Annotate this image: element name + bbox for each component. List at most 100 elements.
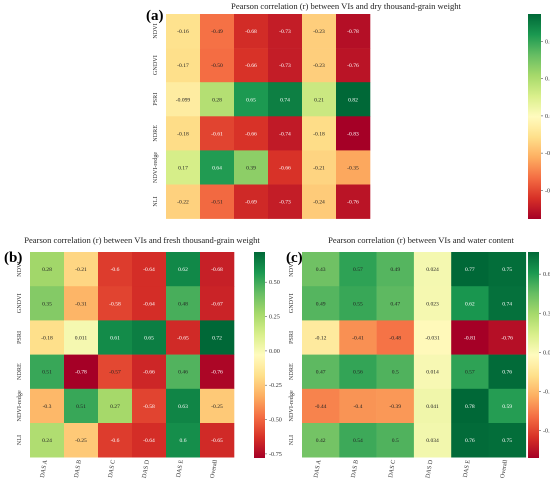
- cell-value-label: 0.6: [180, 438, 187, 444]
- cell-value-label: -0.78: [75, 370, 87, 376]
- cell-value-label: 0.014: [426, 370, 439, 376]
- heatmap-cell: [302, 423, 340, 458]
- heatmap-cell: [166, 184, 201, 219]
- heatmap-cell: [413, 354, 452, 390]
- heatmap-cell: [302, 320, 340, 355]
- cell-value-label: -0.73: [279, 63, 291, 69]
- cell-value-label: 0.42: [316, 438, 326, 444]
- colorbar-tick-label: -0.6: [543, 428, 550, 435]
- heatmap-cell: [64, 252, 99, 287]
- cell-value-label: -0.18: [41, 336, 53, 342]
- heatmap-cell: [339, 354, 377, 390]
- colorbar-tick-label: 0.0: [543, 349, 550, 356]
- cell-value-label: 0.74: [502, 301, 512, 307]
- column-label: DAS C: [387, 459, 397, 478]
- heatmap-cell: [268, 48, 303, 83]
- cell-value-label: 0.47: [390, 301, 400, 307]
- heatmap-cell: [200, 286, 235, 321]
- heatmap-cell: [234, 150, 269, 185]
- panel-letter: (b): [4, 250, 22, 266]
- cell-value-label: -0.76: [501, 336, 513, 342]
- column-label: Overall: [499, 459, 509, 479]
- heatmap-cell: [336, 116, 371, 151]
- cell-value-label: -0.83: [347, 131, 359, 137]
- cell-value-label: 0.48: [178, 301, 188, 307]
- heatmap-cell: [166, 320, 201, 355]
- cell-value-label: -0.50: [211, 63, 223, 69]
- cell-value-label: -0.6: [111, 267, 120, 273]
- cell-value-label: 0.034: [426, 438, 439, 444]
- cell-value-label: -0.25: [75, 438, 87, 444]
- heatmap-cell: [132, 423, 167, 458]
- cell-value-label: -0.25: [211, 404, 223, 410]
- colorbar-tick-label: 0.3: [545, 76, 550, 83]
- heatmap-cell: [98, 423, 133, 458]
- heatmap-cell: [64, 388, 99, 424]
- row-label: NDVI: [288, 261, 295, 276]
- cell-value-label: -0.51: [211, 200, 223, 206]
- row-label: NLI: [16, 435, 23, 445]
- cell-value-label: 0.65: [246, 97, 256, 103]
- heatmap-cell: [268, 184, 303, 219]
- heatmap-cell: [413, 423, 452, 458]
- row-label: GNDVI: [288, 293, 295, 313]
- heatmap-cell: [302, 286, 340, 321]
- heatmap-cell: [413, 320, 452, 355]
- heatmap-cell: [451, 354, 489, 390]
- colorbar-tick-label: 0.25: [269, 314, 280, 321]
- heatmap-cell: [336, 184, 371, 219]
- heatmap-cell: [268, 14, 303, 49]
- row-label: GNDVI: [152, 55, 159, 75]
- row-label: NDRE: [288, 363, 295, 380]
- heatmap-cell: [451, 286, 489, 321]
- cell-value-label: 0.041: [426, 404, 439, 410]
- cell-value-label: -0.61: [211, 131, 223, 137]
- heatmap-cell: [64, 354, 99, 390]
- heatmap-panel-3: (c) Pearson correlation (r) between VIs a…: [286, 235, 550, 479]
- chart-title: Pearson correlation (r) between VIs and …: [328, 235, 514, 245]
- heatmap-cell: [302, 116, 337, 151]
- heatmap-cell: [376, 354, 415, 390]
- cell-value-label: 0.72: [212, 336, 222, 342]
- heatmap-cell: [336, 48, 371, 83]
- cell-value-label: 0.5: [392, 370, 399, 376]
- cell-value-label: -0.17: [177, 63, 189, 69]
- cell-value-label: 0.51: [76, 404, 86, 410]
- row-label: NDVI-redge: [288, 390, 295, 422]
- cell-value-label: -0.81: [464, 336, 476, 342]
- cell-value-label: -0.66: [279, 165, 291, 171]
- cell-value-label: 0.77: [465, 267, 475, 273]
- cell-value-label: -0.49: [211, 29, 223, 35]
- heatmap-cell: [234, 116, 269, 151]
- cell-value-label: 0.57: [465, 370, 475, 376]
- heatmap-cell: [166, 116, 201, 151]
- heatmap-cell: [166, 48, 201, 83]
- cell-value-label: 0.28: [212, 97, 222, 103]
- heatmap-cell: [268, 150, 303, 185]
- cell-value-label: 0.43: [316, 267, 326, 273]
- cell-value-label: -0.69: [245, 200, 257, 206]
- colorbar-tick-label: 0.50: [269, 279, 280, 286]
- cell-value-label: -0.78: [347, 29, 359, 35]
- heatmap-cell: [302, 14, 337, 49]
- cell-value-label: -0.6: [111, 438, 120, 444]
- row-label: PSRI: [288, 331, 295, 344]
- heatmap-cell: [200, 252, 235, 287]
- cell-value-label: -0.68: [245, 29, 257, 35]
- column-label: Overall: [209, 459, 219, 479]
- chart-title: Pearson correlation (r) between VIs and …: [24, 235, 260, 245]
- cell-value-label: -0.73: [279, 200, 291, 206]
- colorbar: [254, 252, 265, 458]
- colorbar-tick-label: -0.6: [545, 187, 550, 194]
- cell-value-label: -0.24: [313, 200, 325, 206]
- cell-value-label: 0.61: [110, 336, 120, 342]
- heatmap-cell: [488, 388, 527, 424]
- heatmap-cell: [234, 48, 269, 83]
- heatmap-cell: [339, 252, 377, 287]
- row-label: NDVI-redge: [152, 152, 159, 184]
- heatmap-cell: [166, 252, 201, 287]
- column-label: DAS C: [107, 459, 117, 478]
- row-label: NDRE: [16, 363, 23, 380]
- cell-value-label: -0.76: [347, 63, 359, 69]
- heatmap-cell: [200, 150, 235, 185]
